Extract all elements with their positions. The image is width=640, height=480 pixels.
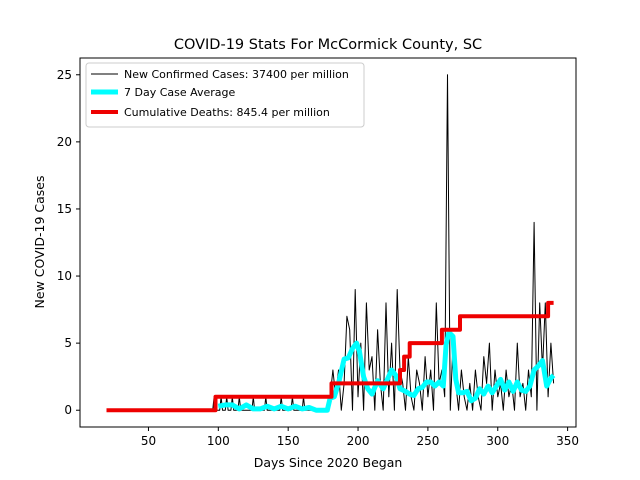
legend-label: 7 Day Case Average <box>124 86 236 99</box>
legend-box <box>85 62 365 128</box>
y-tick-label: 15 <box>57 202 72 216</box>
x-axis-label: Days Since 2020 Began <box>254 455 403 470</box>
series-line-cumulative-deaths <box>106 300 554 413</box>
y-tick-label: 10 <box>57 269 72 283</box>
plot-frame <box>79 57 577 428</box>
x-tick-label: 200 <box>347 434 370 448</box>
y-axis-label: New COVID-19 Cases <box>32 176 47 309</box>
y-tick-label: 25 <box>57 68 72 82</box>
x-tick-label: 100 <box>207 434 230 448</box>
y-axis: 0 5 10 15 20 25 <box>57 68 80 417</box>
series-line-7-day-average <box>217 329 556 413</box>
x-tick-label: 350 <box>556 434 579 448</box>
chart-title: COVID-19 Stats For McCormick County, SC <box>174 37 482 53</box>
x-tick-label: 150 <box>277 434 300 448</box>
y-tick-label: 20 <box>57 135 72 149</box>
legend-label: New Confirmed Cases: 37400 per million <box>124 68 349 81</box>
y-tick-label: 5 <box>64 336 72 350</box>
legend: New Confirmed Cases: 37400 per million 7 … <box>85 62 365 128</box>
x-tick-label: 250 <box>416 434 439 448</box>
x-tick-label: 300 <box>486 434 509 448</box>
legend-label: Cumulative Deaths: 845.4 per million <box>124 106 330 119</box>
plot-area <box>79 57 577 428</box>
y-tick-label: 0 <box>64 403 72 417</box>
x-axis: 50 100 150 200 250 300 350 <box>141 427 579 448</box>
x-tick-label: 50 <box>141 434 156 448</box>
